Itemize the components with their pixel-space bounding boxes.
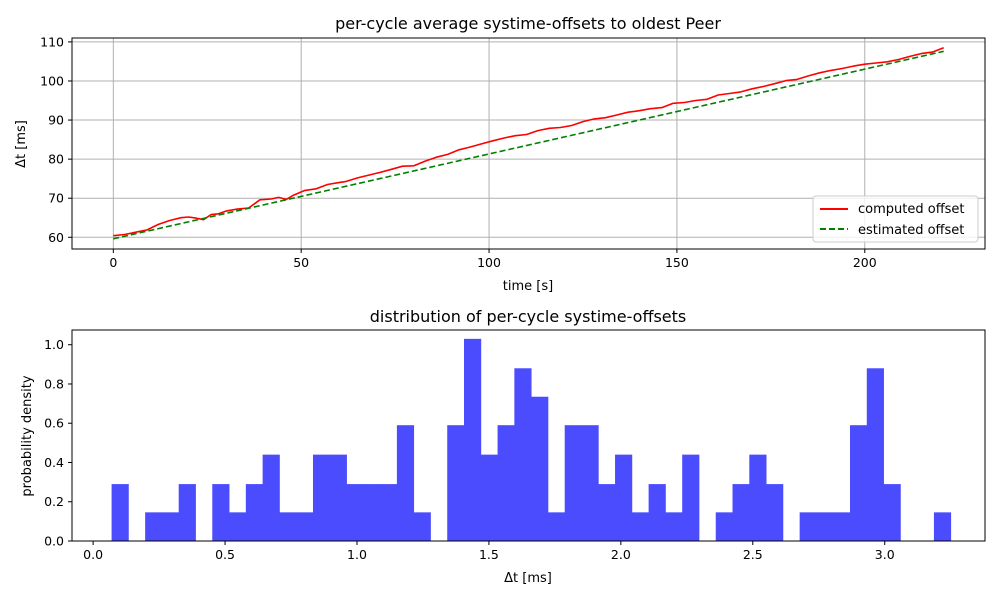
- top-x-tick-label: 100: [477, 255, 501, 270]
- histogram-bar: [245, 484, 264, 541]
- top-chart-title: per-cycle average systime-offsets to old…: [335, 14, 721, 33]
- histogram-bar: [581, 425, 599, 541]
- histogram-bar: [514, 368, 532, 541]
- histogram-bar: [111, 484, 129, 541]
- histogram-bar: [547, 512, 566, 541]
- histogram-bar: [816, 512, 834, 541]
- bottom-x-tick-label: 0.5: [215, 547, 235, 562]
- histogram-bars: [111, 338, 952, 541]
- histogram-bar: [480, 454, 498, 541]
- histogram-bar: [850, 425, 868, 541]
- bottom-x-tick-label: 2.5: [743, 547, 763, 562]
- histogram-bar: [396, 425, 415, 541]
- legend-box: [812, 195, 979, 243]
- histogram-bar: [732, 484, 750, 541]
- top-plot-frame: [71, 37, 986, 250]
- line-chart: 0 50 100 150 200 60 70 80 90 100 110 per-cycle ave…: [14, 14, 986, 294]
- histogram-bar: [766, 484, 784, 541]
- histogram-bar: [715, 512, 733, 541]
- histogram-bar: [564, 425, 582, 541]
- bottom-x-axis-label: Δt [ms]: [504, 571, 552, 586]
- histogram-bar: [615, 454, 633, 541]
- legend-label-computed: computed offset: [858, 202, 965, 217]
- histogram-bar: [279, 512, 297, 541]
- histogram-bar: [145, 512, 163, 541]
- histogram-bar: [883, 484, 901, 541]
- histogram-bar: [312, 454, 331, 541]
- top-y-tick-label: 110: [40, 34, 64, 49]
- histogram-bar: [296, 512, 314, 541]
- bottom-x-tick-label: 2.0: [611, 547, 631, 562]
- histogram-bar: [665, 512, 683, 541]
- histogram-bar: [598, 484, 616, 541]
- bottom-x-tick-label: 0.0: [83, 547, 103, 562]
- bottom-y-tick-label: 1.0: [44, 337, 64, 352]
- histogram-bar: [497, 425, 515, 541]
- top-y-tick-label: 80: [48, 152, 64, 167]
- top-x-tick-label: 50: [293, 255, 309, 270]
- histogram-bar: [749, 454, 767, 541]
- top-y-tick-label: 100: [40, 73, 64, 88]
- top-x-axis-label: time [s]: [503, 279, 553, 294]
- top-y-axis-label: Δt [ms]: [14, 120, 29, 168]
- bottom-y-tick-label: 0.2: [44, 494, 64, 509]
- top-series: [113, 47, 944, 240]
- histogram-bar: [380, 484, 398, 541]
- top-ticks: 0 50 100 150 200 60 70 80 90 100 110: [40, 34, 877, 270]
- top-x-tick-label: 0: [109, 255, 117, 270]
- histogram-bar: [631, 512, 650, 541]
- histogram-bar: [229, 512, 247, 541]
- histogram-bar: [531, 396, 549, 541]
- top-y-tick-label: 70: [48, 191, 64, 206]
- histogram-bar: [447, 425, 465, 541]
- bottom-y-tick-label: 0.4: [44, 455, 64, 470]
- histogram-bar: [178, 484, 196, 541]
- estimated-offset-line: [113, 50, 944, 240]
- histogram-bar: [262, 454, 280, 541]
- histogram-bar: [833, 512, 851, 541]
- histogram-bar: [866, 368, 884, 541]
- computed-offset-line: [113, 47, 944, 237]
- top-x-tick-label: 150: [665, 255, 689, 270]
- histogram-bar: [933, 512, 952, 541]
- histogram-bar: [346, 484, 364, 541]
- bottom-y-axis-label: probability density: [20, 375, 35, 496]
- histogram-bar: [161, 512, 180, 541]
- histogram-chart: 0.0 0.5 1.0 1.5 2.0 2.5 3.00.00.20.40.60.81.0 …: [20, 307, 986, 586]
- bottom-y-tick-label: 0.0: [44, 534, 64, 549]
- histogram-bar: [799, 512, 817, 541]
- histogram-bar: [648, 484, 666, 541]
- top-y-tick-label: 90: [48, 113, 64, 128]
- bottom-y-tick-label: 0.8: [44, 376, 64, 391]
- bottom-x-tick-label: 1.0: [347, 547, 367, 562]
- histogram-bar: [329, 454, 347, 541]
- histogram-bar: [413, 512, 431, 541]
- histogram-bar: [464, 338, 482, 541]
- bottom-x-tick-label: 3.0: [875, 547, 895, 562]
- bottom-chart-title: distribution of per-cycle systime-offset…: [370, 307, 687, 326]
- top-grid: [72, 38, 985, 249]
- bottom-x-tick-label: 1.5: [479, 547, 499, 562]
- top-x-tick-label: 200: [853, 255, 877, 270]
- legend: computed offset estimated offset: [812, 195, 979, 243]
- bottom-y-tick-label: 0.6: [44, 416, 64, 431]
- histogram-bar: [682, 454, 700, 541]
- legend-label-estimated: estimated offset: [858, 223, 964, 238]
- histogram-bar: [212, 484, 230, 541]
- histogram-bar: [363, 484, 381, 541]
- bottom-plot-frame: [71, 329, 986, 542]
- top-y-tick-label: 60: [48, 230, 64, 245]
- bottom-ticks: 0.0 0.5 1.0 1.5 2.0 2.5 3.0 0.0 0.2 0.4 0.6 0.8 1.0: [44, 337, 895, 562]
